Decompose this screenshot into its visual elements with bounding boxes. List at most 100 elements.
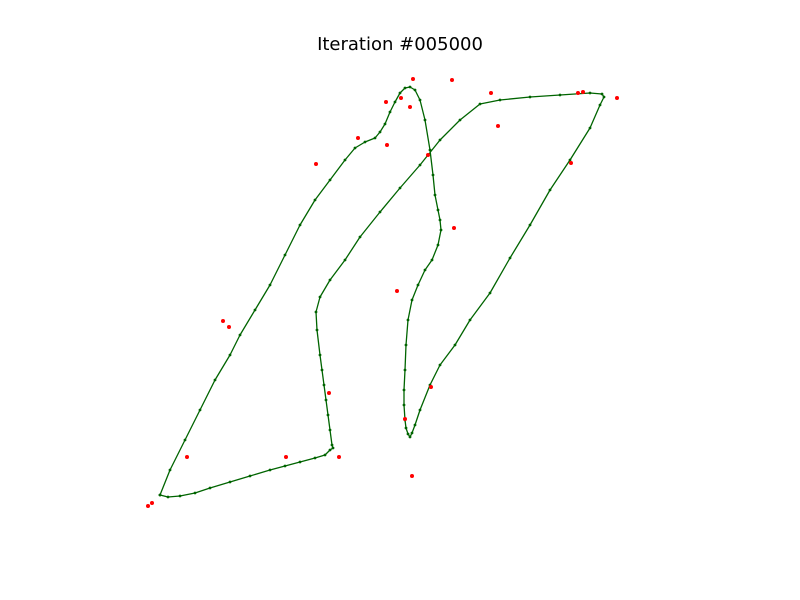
target-point <box>426 153 430 157</box>
path-node <box>508 256 512 260</box>
path-series <box>159 86 605 498</box>
path-node <box>406 318 410 322</box>
path-node <box>402 403 406 407</box>
path-node <box>313 198 317 202</box>
path-node <box>228 353 232 357</box>
path-node <box>418 408 422 412</box>
path-node <box>458 118 462 122</box>
path-node <box>413 423 417 427</box>
path-node <box>328 428 332 432</box>
path-node <box>238 333 242 337</box>
path-node <box>431 173 435 177</box>
path-node <box>315 328 319 332</box>
target-point <box>429 385 433 389</box>
path-node <box>328 278 332 282</box>
path-node <box>398 186 402 190</box>
path-node <box>413 88 417 92</box>
path-node <box>410 431 414 435</box>
path-node <box>468 318 472 322</box>
path-node <box>438 363 442 367</box>
chart-title: Iteration #005000 <box>317 34 483 55</box>
path-node <box>498 98 502 102</box>
path-node <box>428 148 432 152</box>
target-point <box>185 455 189 459</box>
path-node <box>298 223 302 227</box>
path-node <box>404 426 408 430</box>
target-point <box>327 391 331 395</box>
target-point <box>581 90 585 94</box>
path-node <box>318 295 322 299</box>
path-node <box>393 100 397 104</box>
target-point <box>337 455 341 459</box>
target-point <box>314 162 318 166</box>
path-node <box>328 178 332 182</box>
path-node <box>313 456 317 460</box>
path-node <box>208 486 212 490</box>
path-node <box>408 85 412 89</box>
path-node <box>423 268 427 272</box>
path-node <box>568 158 572 162</box>
path-node <box>423 118 427 122</box>
target-point <box>395 289 399 293</box>
path-node <box>363 140 367 144</box>
target-point <box>489 91 493 95</box>
path-node <box>418 98 422 102</box>
target-points <box>146 77 619 508</box>
path-node <box>410 298 414 302</box>
target-point <box>496 124 500 128</box>
path-node <box>588 91 592 95</box>
path-node-markers <box>158 85 606 499</box>
path-node <box>558 93 562 97</box>
path-node <box>268 468 272 472</box>
path-node <box>438 218 442 222</box>
target-point <box>408 105 412 109</box>
path-node <box>403 368 407 372</box>
path-node <box>193 491 197 495</box>
path-node <box>404 343 408 347</box>
target-point <box>576 91 580 95</box>
path-node <box>228 480 232 484</box>
path-node <box>328 448 332 452</box>
path-node <box>548 188 552 192</box>
path-node <box>298 460 302 464</box>
path-node <box>378 210 382 214</box>
path-node <box>198 408 202 412</box>
path-node <box>388 110 392 114</box>
path-node <box>183 438 187 442</box>
path-node <box>416 283 420 287</box>
target-point <box>221 319 225 323</box>
path-node <box>378 130 382 134</box>
path-node <box>528 223 532 227</box>
path-node <box>600 92 604 96</box>
path-node <box>324 398 328 402</box>
path-node <box>358 235 362 239</box>
path-node <box>598 103 602 107</box>
path-node <box>314 310 318 314</box>
path-node <box>326 413 330 417</box>
path-node <box>398 91 402 95</box>
path-node <box>283 253 287 257</box>
path-node <box>588 126 592 130</box>
path-node <box>373 136 377 140</box>
target-point <box>385 143 389 147</box>
target-point <box>150 501 154 505</box>
path-node <box>322 383 326 387</box>
path-node <box>418 163 422 167</box>
target-point <box>399 96 403 100</box>
path-node <box>353 146 357 150</box>
path-node <box>430 258 434 262</box>
path-node <box>253 308 257 312</box>
path-node <box>403 86 407 90</box>
path-node <box>320 368 324 372</box>
path-node <box>343 258 347 262</box>
path-node <box>433 193 437 197</box>
path-line <box>159 86 605 498</box>
target-point <box>615 96 619 100</box>
target-point <box>227 325 231 329</box>
path-node <box>166 495 170 499</box>
path-node <box>331 446 335 450</box>
path-node <box>406 432 410 436</box>
target-point <box>410 474 414 478</box>
